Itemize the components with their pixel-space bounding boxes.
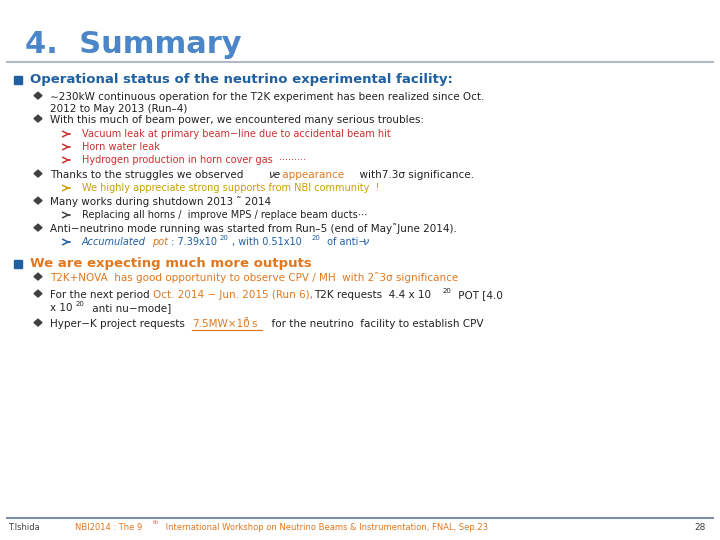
Text: 7: 7 <box>243 317 248 323</box>
Polygon shape <box>34 319 42 326</box>
Text: νe: νe <box>268 170 280 180</box>
Text: T.Ishida: T.Ishida <box>8 523 40 531</box>
Text: of anti−: of anti− <box>324 237 366 247</box>
Text: For the next period: For the next period <box>50 290 153 300</box>
Text: Operational status of the neutrino experimental facility:: Operational status of the neutrino exper… <box>30 73 453 86</box>
Text: 4.  Summary: 4. Summary <box>25 30 242 59</box>
Text: International Workshop on Neutrino Beams & Instrumentation, FNAL, Sep.23: International Workshop on Neutrino Beams… <box>163 523 488 531</box>
Text: , with 0.51x10: , with 0.51x10 <box>232 237 302 247</box>
Text: 2012 to May 2013 (Run–4): 2012 to May 2013 (Run–4) <box>50 104 187 114</box>
Text: ν: ν <box>363 237 369 247</box>
Text: 20: 20 <box>220 235 229 241</box>
Text: We highly appreciate strong supports from NBI community  !: We highly appreciate strong supports fro… <box>82 183 379 193</box>
Text: Accumulated: Accumulated <box>82 237 149 247</box>
Text: T2K requests  4.4 x 10: T2K requests 4.4 x 10 <box>314 290 431 300</box>
Text: th: th <box>153 521 160 525</box>
Text: Thanks to the struggles we observed: Thanks to the struggles we observed <box>50 170 247 180</box>
Polygon shape <box>34 115 42 122</box>
Text: Hyper−K project requests: Hyper−K project requests <box>50 319 188 329</box>
Text: s: s <box>251 319 256 329</box>
Text: x 10: x 10 <box>50 303 73 313</box>
Text: 28: 28 <box>695 523 706 531</box>
Text: Horn water leak: Horn water leak <box>82 142 160 152</box>
Text: 7.5MW×10: 7.5MW×10 <box>192 319 250 329</box>
Text: appearance: appearance <box>279 170 344 180</box>
Polygon shape <box>34 170 42 177</box>
Text: : 7.39x10: : 7.39x10 <box>168 237 217 247</box>
Polygon shape <box>34 273 42 280</box>
Polygon shape <box>34 224 42 231</box>
Text: anti nu−mode]: anti nu−mode] <box>89 303 171 313</box>
Text: pot: pot <box>152 237 168 247</box>
Text: Vacuum leak at primary beam−line due to accidental beam hit: Vacuum leak at primary beam−line due to … <box>82 129 391 139</box>
Text: Replacing all horns /  improve MPS / replace beam ducts⋯: Replacing all horns / improve MPS / repl… <box>82 210 367 220</box>
Text: 20: 20 <box>76 301 85 307</box>
Text: for the neutrino  facility to establish CPV: for the neutrino facility to establish C… <box>265 319 484 329</box>
Text: ∼230kW continuous operation for the T2K experiment has been realized since Oct.: ∼230kW continuous operation for the T2K … <box>50 92 485 102</box>
Polygon shape <box>34 197 42 204</box>
Bar <box>14 76 22 84</box>
Text: Anti−neutrino mode running was started from Run–5 (end of May˜June 2014).: Anti−neutrino mode running was started f… <box>50 224 457 234</box>
Text: Many works during shutdown 2013 ˜ 2014: Many works during shutdown 2013 ˜ 2014 <box>50 197 271 207</box>
Text: 20: 20 <box>443 288 452 294</box>
Text: Hydrogen production in horn cover gas  ·········: Hydrogen production in horn cover gas ··… <box>82 155 306 165</box>
Text: We are expecting much more outputs: We are expecting much more outputs <box>30 258 312 271</box>
Polygon shape <box>34 92 42 99</box>
Polygon shape <box>34 290 42 297</box>
Text: NBI2014 : The 9: NBI2014 : The 9 <box>75 523 143 531</box>
Text: with7.3σ significance.: with7.3σ significance. <box>353 170 474 180</box>
Text: 20: 20 <box>312 235 321 241</box>
Bar <box>14 260 22 268</box>
Text: POT [4.0: POT [4.0 <box>455 290 503 300</box>
Text: T2K+NOVA  has good opportunity to observe CPV / MH  with 2˜3σ significance: T2K+NOVA has good opportunity to observe… <box>50 273 458 284</box>
Text: Oct. 2014 − Jun. 2015 (Run 6),: Oct. 2014 − Jun. 2015 (Run 6), <box>153 290 313 300</box>
Text: With this much of beam power, we encountered many serious troubles:: With this much of beam power, we encount… <box>50 115 424 125</box>
